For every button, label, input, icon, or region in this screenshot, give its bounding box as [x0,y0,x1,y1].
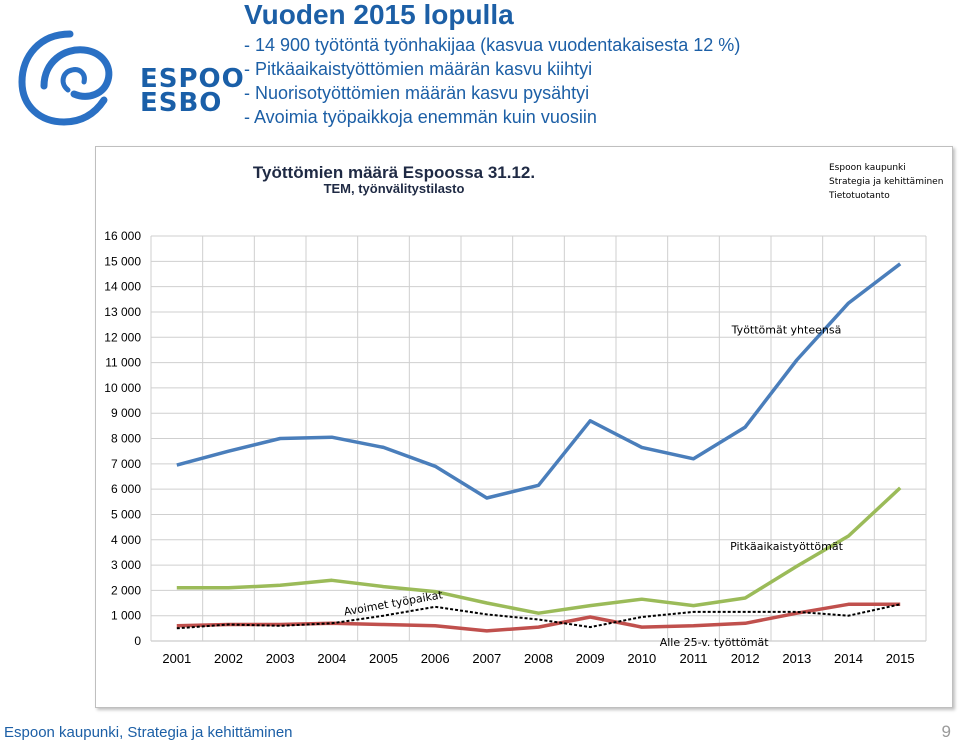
y-tick-label: 5 000 [111,507,141,521]
source-line-1: Espoon kaupunki [829,163,906,173]
series-line-1 [176,262,902,500]
x-tick-label: 2012 [731,651,760,666]
x-tick-label: 2001 [162,651,191,666]
source-line-3: Tietotuotanto [828,191,890,201]
x-tick-label: 2011 [680,651,708,666]
y-tick-label: 11 000 [105,356,141,370]
bullet-item: - 14 900 työtöntä työnhakijaa (kasvua vu… [244,35,741,55]
bullet-item: - Nuorisotyöttömien määrän kasvu pysähty… [244,83,590,103]
x-tick-label: 2009 [576,651,605,666]
x-tick-label: 2002 [214,651,243,666]
logo-text-espoo: ESPOO [140,64,245,94]
y-tick-label: 12 000 [104,330,141,344]
series-annotation: Alle 25-v. työttömät [660,636,770,649]
espoo-logo-mark-icon [18,30,113,126]
series-line-2 [176,486,902,615]
headline-bullets: - 14 900 työtöntä työnhakijaa (kasvua vu… [244,33,740,129]
gridlines [150,235,927,642]
logo-text-esbo: ESBO [140,88,223,118]
x-tick-label: 2014 [834,651,863,666]
x-tick-label: 2005 [369,651,398,666]
y-tick-label: 2 000 [111,583,141,597]
y-tick-label: 0 [134,634,141,648]
espoo-logo: ESPOO ESBO [18,28,244,128]
series-annotation: Pitkäaikaistyöttömät [730,540,844,553]
x-axis-ticks: 2001 2002 2003 2004 2005 2006 2007 2008 2009 2010… [162,651,914,666]
series-lines [176,262,902,633]
y-tick-label: 13 000 [104,305,141,319]
y-tick-label: 4 000 [111,533,141,547]
bullet-item: - Avoimia työpaikkoja enemmän kuin vuosi… [244,107,597,127]
x-tick-label: 2004 [317,651,346,666]
y-tick-label: 10 000 [104,381,141,395]
series-line-4 [176,603,901,630]
page-number: 9 [941,722,951,741]
x-tick-label: 2010 [627,651,656,666]
x-tick-label: 2008 [524,651,553,666]
series-annotations: Työttömät yhteensä Pitkäaikaistyöttömät Al… [343,323,844,649]
bullet-item: - Pitkäaikaistyöttömien määrän kasvu kii… [244,59,593,79]
y-tick-label: 8 000 [111,432,141,446]
x-tick-label: 2006 [421,651,450,666]
x-tick-label: 2013 [782,651,811,666]
y-tick-label: 3 000 [111,558,141,572]
source-line-2: Strategia ja kehittäminen [829,177,943,187]
y-tick-label: 6 000 [111,482,141,496]
y-tick-label: 16 000 [104,229,141,243]
y-tick-label: 9 000 [111,406,141,420]
x-tick-label: 2015 [886,651,915,666]
chart-subtitle: TEM, työnvälitystilasto [324,181,465,196]
y-axis-ticks: 0 1 000 2 000 3 000 4 000 5 000 6 000 7 000 8 00… [104,229,141,648]
series-annotation: Työttömät yhteensä [731,323,842,336]
y-tick-label: 15 000 [104,254,141,268]
chart-title: Työttömien määrä Espoossa 31.12. [253,163,535,182]
x-tick-label: 2007 [472,651,501,666]
chart-container: Työttömien määrä Espoossa 31.12. TEM, ty… [95,146,953,708]
y-tick-label: 1 000 [111,609,141,623]
x-tick-label: 2003 [266,651,295,666]
series-line-3 [176,602,901,633]
line-chart: Työttömien määrä Espoossa 31.12. TEM, ty… [104,163,943,666]
y-tick-label: 7 000 [111,457,141,471]
page-title: Vuoden 2015 lopulla [244,0,514,30]
y-tick-label: 14 000 [104,280,141,294]
footer-org: Espoon kaupunki, Strategia ja kehittämin… [4,724,293,741]
